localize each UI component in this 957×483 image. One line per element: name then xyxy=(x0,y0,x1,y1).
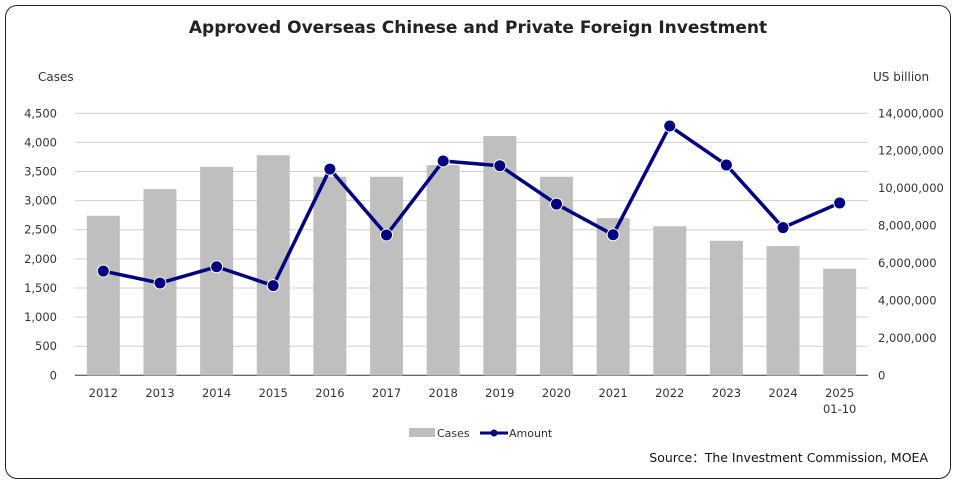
point-amount xyxy=(323,162,337,176)
bar-cases xyxy=(653,226,687,376)
left-tick-label: 0 xyxy=(50,368,57,382)
bar-cases xyxy=(86,215,120,376)
bar-cases xyxy=(426,165,460,376)
right-tick-label: 4,000,000 xyxy=(878,293,937,307)
x-tick-label: 2016 xyxy=(315,386,344,400)
right-tick-label: 14,000,000 xyxy=(878,106,944,120)
x-tick-label: 2018 xyxy=(429,386,458,400)
x-tick-label: 2021 xyxy=(598,386,627,400)
x-tick-label: 2015 xyxy=(259,386,288,400)
left-tick-label: 2,500 xyxy=(24,223,57,237)
point-amount xyxy=(776,221,790,235)
point-amount xyxy=(719,158,733,172)
left-tick-label: 2,000 xyxy=(24,252,57,266)
bar-cases xyxy=(709,240,743,376)
legend-amount-marker xyxy=(490,429,498,437)
right-tick-label: 0 xyxy=(878,368,885,382)
bar-cases xyxy=(483,136,517,376)
point-amount xyxy=(153,276,167,290)
right-tick-label: 8,000,000 xyxy=(878,219,937,233)
x-tick-label: 2020 xyxy=(542,386,571,400)
x-tick-label: 2022 xyxy=(655,386,684,400)
left-tick-label: 1,000 xyxy=(24,310,57,324)
bar-cases xyxy=(766,246,800,376)
left-tick-label: 1,500 xyxy=(24,281,57,295)
legend-amount-label: Amount xyxy=(509,427,553,440)
x-tick-label: 2025 xyxy=(825,386,854,400)
left-tick-label: 4,000 xyxy=(24,135,57,149)
point-amount xyxy=(663,119,677,133)
right-axis-label: US billion xyxy=(873,70,929,84)
point-amount xyxy=(493,159,507,173)
point-amount xyxy=(606,228,620,242)
right-tick-label: 2,000,000 xyxy=(878,331,937,345)
point-amount xyxy=(833,196,847,210)
right-tick-label: 6,000,000 xyxy=(878,256,937,270)
x-tick-label: 2012 xyxy=(89,386,118,400)
point-amount xyxy=(380,228,394,242)
left-tick-label: 3,000 xyxy=(24,194,57,208)
right-tick-label: 12,000,000 xyxy=(878,144,944,158)
left-tick-label: 500 xyxy=(35,339,57,353)
bar-cases xyxy=(370,176,404,376)
bar-cases xyxy=(596,218,630,376)
point-amount xyxy=(436,154,450,168)
bar-cases xyxy=(823,268,857,376)
x-tick-label: 2023 xyxy=(712,386,741,400)
point-amount xyxy=(549,197,563,211)
legend: Cases Amount xyxy=(409,427,553,440)
left-axis-label: Cases xyxy=(38,70,74,84)
x-tick-label: 2013 xyxy=(145,386,174,400)
legend-cases-label: Cases xyxy=(437,427,470,440)
left-tick-label: 3,500 xyxy=(24,165,57,179)
point-amount xyxy=(96,264,110,278)
bar-cases xyxy=(313,176,347,376)
point-amount xyxy=(210,260,224,274)
legend-cases-swatch xyxy=(409,428,435,437)
chart-title: Approved Overseas Chinese and Private Fo… xyxy=(189,18,767,38)
x-tick-label: 2017 xyxy=(372,386,401,400)
x-tick-label: 2014 xyxy=(202,386,231,400)
point-amount xyxy=(266,279,280,293)
x-tick-label: 2019 xyxy=(485,386,514,400)
left-tick-label: 4,500 xyxy=(24,106,57,120)
x-tick-label: 2024 xyxy=(768,386,797,400)
source-note: Source：The Investment Commission, MOEA xyxy=(649,450,928,465)
line-amount xyxy=(102,124,841,288)
right-tick-label: 10,000,000 xyxy=(878,181,944,195)
x-tick-label: 01-10 xyxy=(823,402,856,416)
